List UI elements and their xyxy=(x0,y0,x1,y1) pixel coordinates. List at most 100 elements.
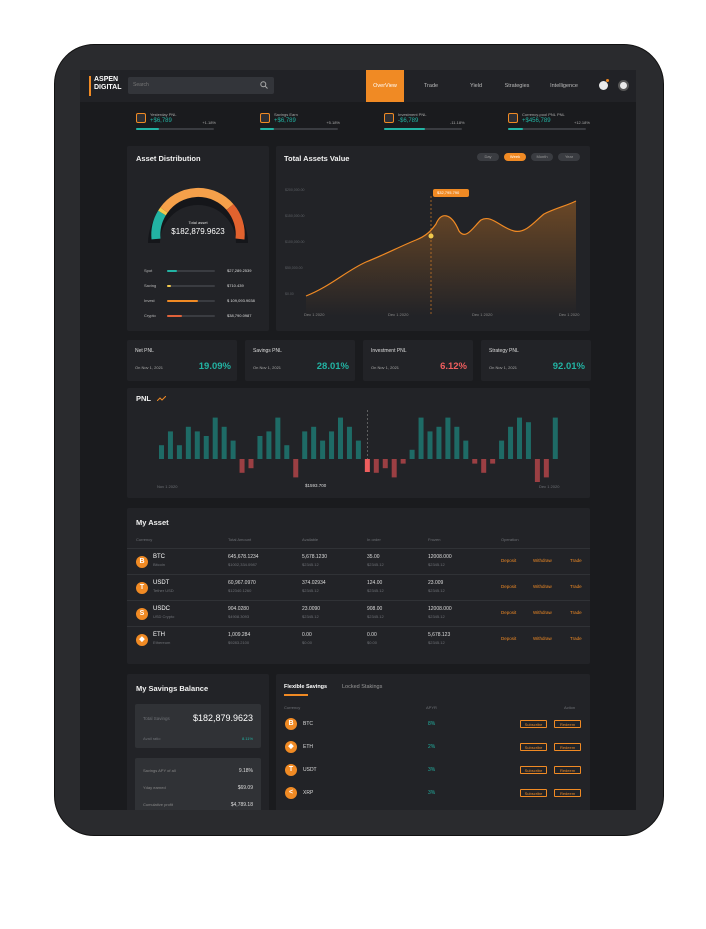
tab-locked-stakings[interactable]: Locked Stakings xyxy=(342,684,383,690)
pnl-bar[interactable] xyxy=(481,459,487,473)
asset-symbol: BTC xyxy=(153,554,165,560)
distribution-row-value: $27,289.2539 xyxy=(227,268,252,273)
tab-flexible-savings[interactable]: Flexible Savings xyxy=(284,684,328,690)
hover-point[interactable] xyxy=(428,233,434,239)
pnl-bar[interactable] xyxy=(499,440,505,459)
nav-item-strategies[interactable]: Strategies xyxy=(504,83,530,89)
pnl-bar[interactable] xyxy=(436,426,442,459)
pnl-bar[interactable] xyxy=(257,436,263,459)
nav-item-overview[interactable]: OverView xyxy=(366,70,404,102)
flex-symbol: XRP xyxy=(303,790,314,796)
redeem-button[interactable]: Redeem xyxy=(554,766,581,774)
pnl-bar[interactable] xyxy=(230,440,236,459)
pnl-bar[interactable] xyxy=(221,426,227,459)
pnl-bar[interactable] xyxy=(400,459,406,464)
op-deposit-link[interactable]: Deposit xyxy=(501,558,517,563)
pnl-bar[interactable] xyxy=(266,431,272,459)
logo[interactable]: ASPEN DIGITAL xyxy=(89,76,127,96)
op-withdraw-link[interactable]: Withdraw xyxy=(533,636,552,641)
pnl-card: Net PNL On Nov 1, 2021 19.09% xyxy=(127,340,237,381)
assets-area xyxy=(306,201,576,316)
pnl-bar[interactable] xyxy=(543,459,549,478)
pnl-bar[interactable] xyxy=(284,445,290,459)
pnl-bar[interactable] xyxy=(302,431,308,459)
op-trade-link[interactable]: Trade xyxy=(570,610,582,615)
op-withdraw-link[interactable]: Withdraw xyxy=(533,584,552,589)
stat-pct: +12.18% xyxy=(574,120,590,125)
pnl-bar[interactable] xyxy=(373,459,379,473)
subscribe-button[interactable]: Subscribe xyxy=(520,766,547,774)
mail-icon[interactable] xyxy=(599,81,608,90)
pnl-bar[interactable] xyxy=(508,426,514,459)
pnl-bar[interactable] xyxy=(320,440,326,459)
nav-item-intelligence[interactable]: Intelligence xyxy=(550,83,578,89)
pnl-bar[interactable] xyxy=(159,445,164,459)
pnl-bar[interactable] xyxy=(391,459,397,478)
redeem-button[interactable]: Redeem xyxy=(554,720,581,728)
period-week[interactable]: Week xyxy=(504,153,526,161)
pnl-bar[interactable] xyxy=(490,459,496,464)
pnl-bar[interactable] xyxy=(454,426,460,459)
pnl-bar[interactable] xyxy=(427,431,433,459)
op-withdraw-link[interactable]: Withdraw xyxy=(533,610,552,615)
flex-symbol: USDT xyxy=(303,767,317,773)
op-withdraw-link[interactable]: Withdraw xyxy=(533,558,552,563)
op-trade-link[interactable]: Trade xyxy=(570,584,582,589)
pnl-bar[interactable] xyxy=(203,436,209,459)
period-year[interactable]: Year xyxy=(558,153,580,161)
pnl-bar[interactable] xyxy=(329,431,335,459)
avatar[interactable] xyxy=(618,80,629,91)
pnl-bar[interactable] xyxy=(338,417,343,459)
search-input[interactable]: Search xyxy=(128,77,274,94)
asset-header: Operation xyxy=(501,537,519,542)
pnl-bar[interactable] xyxy=(194,431,200,459)
pnl-bar[interactable] xyxy=(463,440,469,459)
pnl-bar[interactable] xyxy=(311,426,317,459)
distribution-row-bar xyxy=(167,270,215,272)
pnl-bar[interactable] xyxy=(517,417,522,459)
total-assets-value-card: Total Assets Value $32,795.790 Day Week Mo… xyxy=(276,146,590,331)
pnl-card-title: Strategy PNL xyxy=(489,348,519,354)
top-bar: ASPEN DIGITAL Search xyxy=(80,70,636,102)
pnl-bar-highlight[interactable] xyxy=(364,459,370,472)
pnl-bar[interactable] xyxy=(248,459,254,469)
pnl-bar[interactable] xyxy=(445,417,451,459)
asset-order: 35.00 xyxy=(367,554,380,560)
pnl-bar[interactable] xyxy=(346,426,352,459)
pnl-bar[interactable] xyxy=(552,417,558,459)
pnl-bar[interactable] xyxy=(525,422,531,459)
period-day[interactable]: Day xyxy=(477,153,499,161)
op-trade-link[interactable]: Trade xyxy=(570,558,582,563)
asset-total: 60,967.0970 xyxy=(228,580,256,586)
subscribe-button[interactable]: Subscribe xyxy=(520,743,547,751)
redeem-button[interactable]: Redeem xyxy=(554,789,581,797)
pnl-bar[interactable] xyxy=(185,426,191,459)
pnl-bar[interactable] xyxy=(382,459,388,469)
subscribe-button[interactable]: Subscribe xyxy=(520,720,547,728)
op-trade-link[interactable]: Trade xyxy=(570,636,582,641)
pnl-bar[interactable] xyxy=(534,459,540,482)
op-deposit-link[interactable]: Deposit xyxy=(501,584,517,589)
redeem-button[interactable]: Redeem xyxy=(554,743,581,751)
pnl-bar[interactable] xyxy=(293,459,299,478)
pnl-bar[interactable] xyxy=(176,445,182,459)
pnl-bar[interactable] xyxy=(418,417,424,459)
op-deposit-link[interactable]: Deposit xyxy=(501,636,517,641)
pnl-bar[interactable] xyxy=(167,431,173,459)
my-asset-title: My Asset xyxy=(136,518,169,527)
op-deposit-link[interactable]: Deposit xyxy=(501,610,517,615)
pnl-bar[interactable] xyxy=(239,459,245,473)
pnl-bar[interactable] xyxy=(472,459,478,464)
pnl-bar[interactable] xyxy=(355,440,361,459)
pnl-bar[interactable] xyxy=(409,449,415,459)
period-month[interactable]: Month xyxy=(531,153,553,161)
subscribe-button[interactable]: Subscribe xyxy=(520,789,547,797)
assets-y-label: $100,000.00 xyxy=(285,240,305,244)
pnl-bar[interactable] xyxy=(212,417,218,459)
flex-header: APYR xyxy=(426,705,437,710)
nav-item-trade[interactable]: Trade xyxy=(423,83,439,89)
distribution-row-fill xyxy=(167,270,177,272)
nav-item-yield[interactable]: Yield xyxy=(469,83,483,89)
pnl-bar[interactable] xyxy=(275,417,281,459)
asset-total-usd: $12340.1260 xyxy=(228,588,252,593)
